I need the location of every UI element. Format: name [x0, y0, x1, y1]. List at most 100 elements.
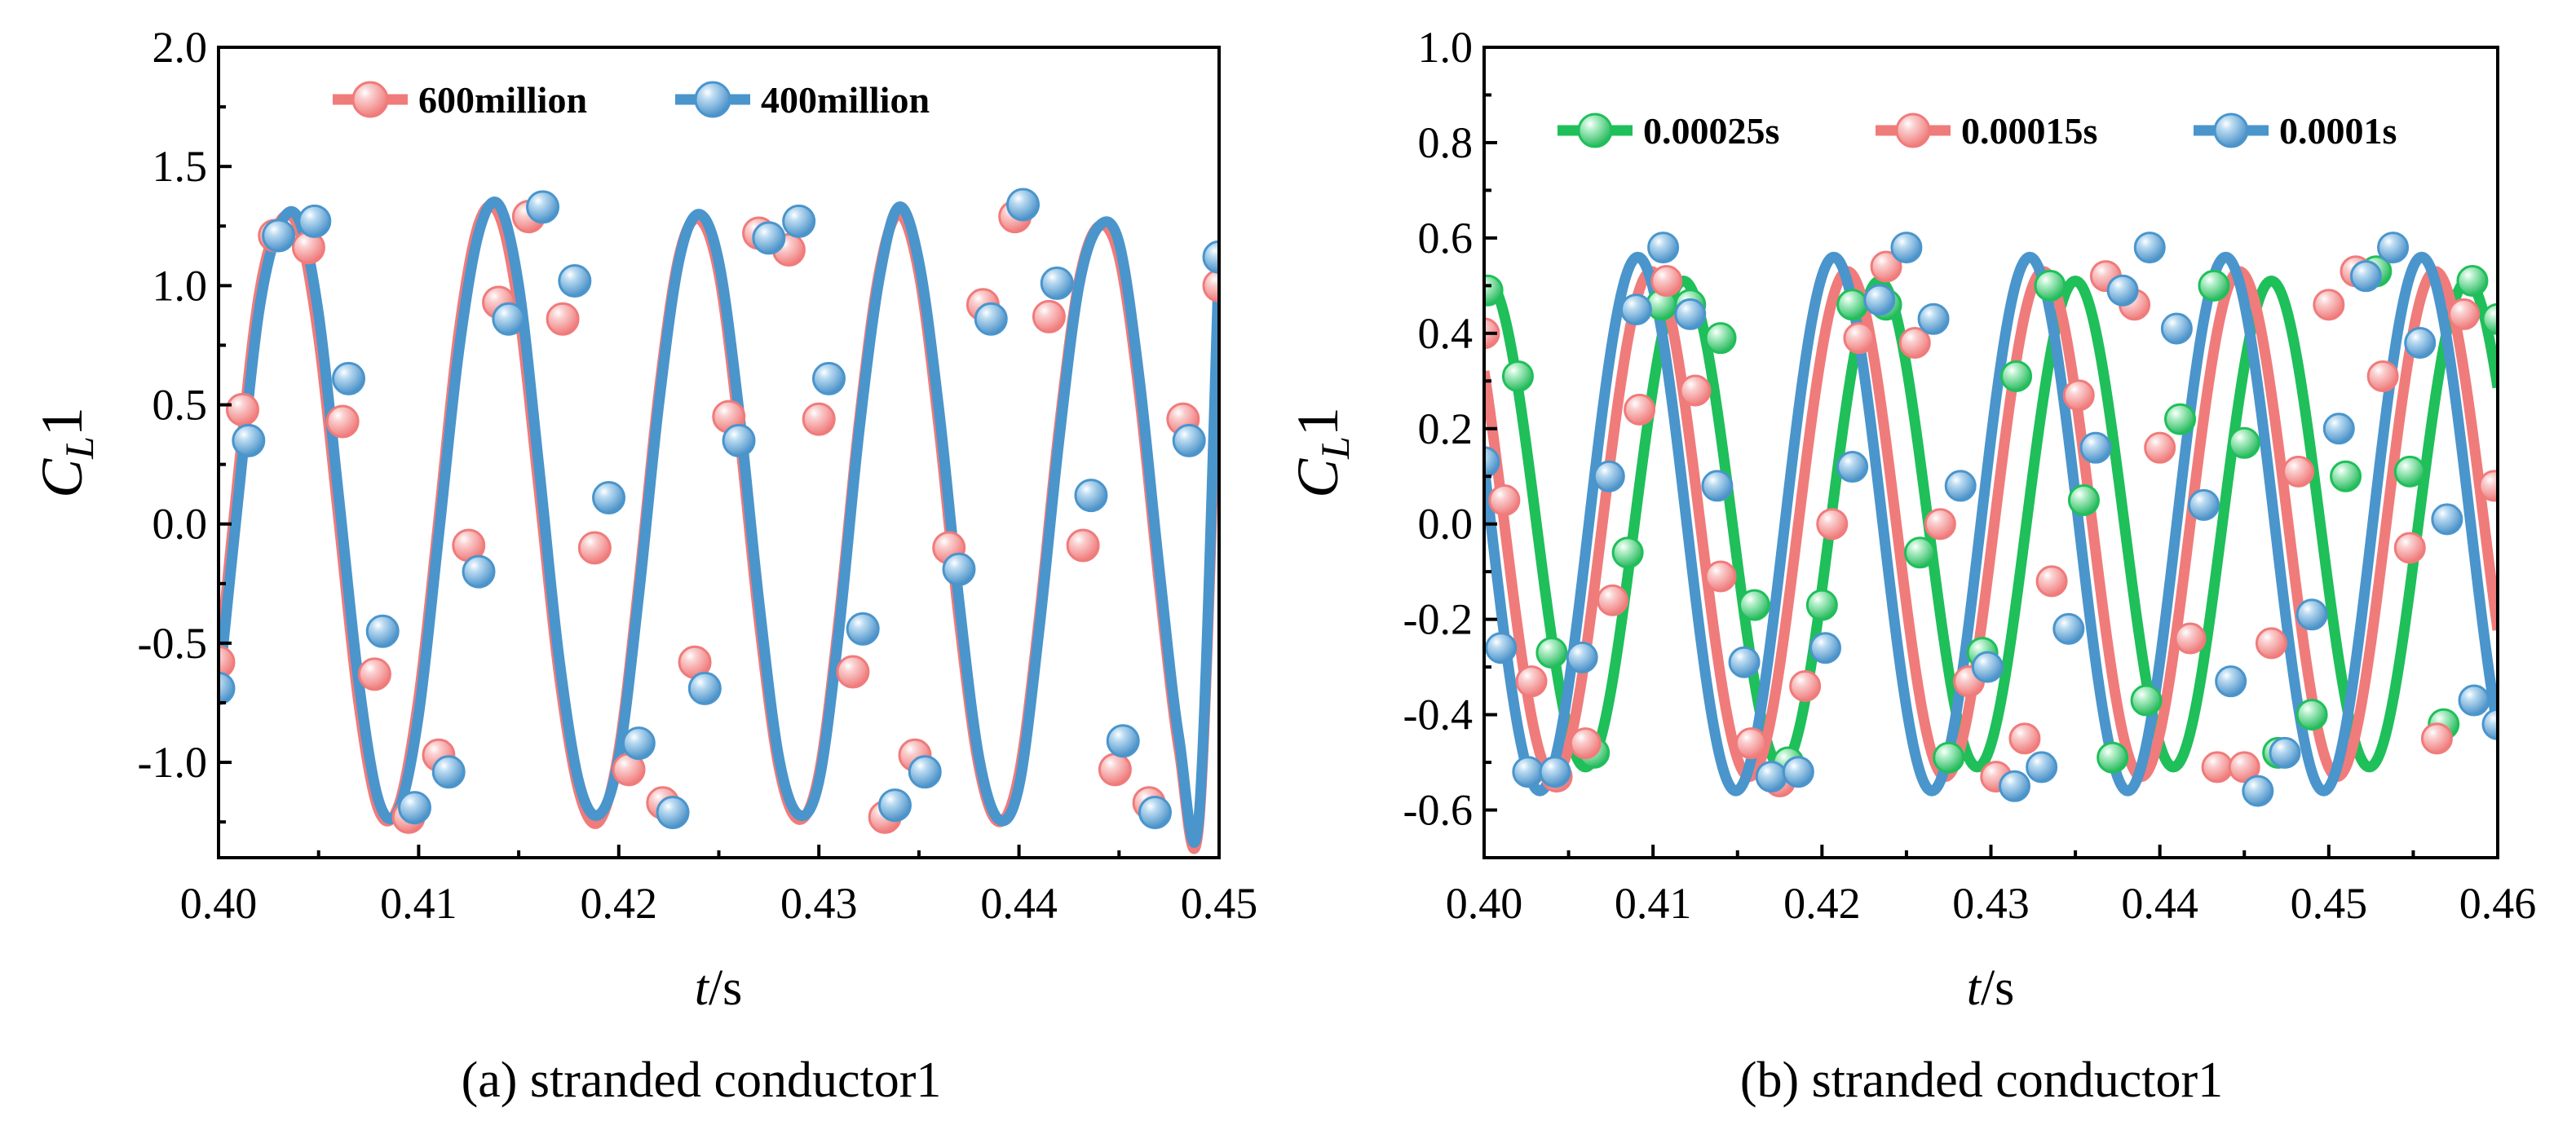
panel-a-series — [219, 188, 1219, 854]
panel-b-series — [1484, 232, 2498, 807]
legend-label-0.00025s: 0.00025s — [1643, 110, 1779, 152]
marker-0.00025s — [1805, 589, 1838, 621]
marker-0.0001s — [1619, 294, 1652, 326]
marker-0.00025s — [1535, 637, 1568, 669]
marker-0.0001s — [2079, 431, 2112, 464]
marker-400million — [1202, 240, 1219, 274]
marker-0.00025s — [1903, 536, 1936, 569]
marker-400million — [558, 264, 592, 298]
marker-400million — [1138, 795, 1172, 829]
x-tick-label: 0.42 — [1783, 879, 1861, 928]
marker-400million — [1172, 423, 1206, 457]
marker-400million — [811, 361, 846, 395]
marker-0.00015s — [2313, 289, 2345, 321]
marker-400million — [492, 302, 526, 336]
marker-400million — [974, 302, 1008, 336]
legend-marker-0.00025s — [1577, 113, 1613, 148]
marker-0.00025s — [2330, 460, 2362, 492]
marker-0.0001s — [2458, 684, 2490, 717]
marker-400million — [219, 671, 236, 705]
y-tick-label: 0.8 — [1418, 118, 1474, 167]
marker-0.0001s — [2431, 503, 2463, 536]
marker-0.00025s — [2198, 269, 2230, 302]
marker-0.00015s — [2366, 360, 2399, 392]
marker-0.0001s — [1647, 232, 1680, 264]
marker-400million — [1074, 479, 1108, 513]
marker-0.00015s — [2282, 455, 2315, 488]
x-tick-label: 0.41 — [380, 879, 457, 928]
marker-0.00025s — [2295, 699, 2328, 731]
marker-0.00015s — [2393, 532, 2426, 564]
y-tick-label: 1.0 — [152, 261, 208, 310]
legend-marker-0.00015s — [1895, 113, 1931, 148]
marker-400million — [722, 423, 756, 457]
marker-0.0001s — [1999, 770, 2031, 802]
y-tick-label: 0.4 — [1418, 309, 1474, 358]
x-tick-label: 0.45 — [2291, 879, 2368, 928]
marker-0.00015s — [1870, 250, 1902, 283]
marker-600million — [357, 657, 391, 691]
y-tick-label: 1.5 — [152, 142, 208, 191]
marker-0.00015s — [2035, 565, 2068, 598]
marker-0.0001s — [1917, 302, 1950, 335]
marker-600million — [546, 302, 580, 336]
marker-0.00015s — [2420, 722, 2453, 755]
marker-400million — [526, 190, 560, 224]
marker-0.0001s — [2481, 708, 2498, 740]
marker-0.0001s — [1971, 651, 2004, 683]
marker-400million — [332, 361, 366, 395]
marker-0.0001s — [1728, 646, 1761, 678]
marker-600million — [836, 655, 870, 689]
marker-400million — [752, 221, 786, 255]
marker-0.00015s — [1650, 265, 1683, 298]
panel-a-legend: 600million 400million — [333, 79, 930, 121]
marker-400million — [942, 552, 976, 586]
marker-0.0001s — [1782, 756, 1814, 788]
marker-0.00015s — [1734, 727, 1767, 760]
marker-0.0001s — [1566, 641, 1598, 673]
marker-0.00025s — [1501, 360, 1534, 392]
y-tick-label: 0.5 — [152, 381, 208, 430]
marker-0.00025s — [1484, 274, 1504, 307]
marker-0.00025s — [2393, 455, 2426, 488]
marker-0.0001s — [1512, 756, 1544, 788]
marker-0.0001s — [2160, 312, 2193, 345]
legend-marker-0.0001s — [2213, 113, 2249, 148]
marker-0.00015s — [1898, 327, 1931, 360]
marker-0.00015s — [2228, 751, 2260, 783]
x-tick-label: 0.43 — [780, 879, 858, 928]
marker-0.00015s — [1596, 584, 1628, 616]
panel-a-ticks: 0.40 0.41 0.42 0.43 0.44 0.45 -1.0 -0.5 0.0 0.5 1.… — [138, 23, 1258, 928]
marker-0.00025s — [2034, 269, 2066, 302]
marker-0.00015s — [1816, 508, 1849, 541]
marker-0.0001s — [2404, 327, 2437, 360]
marker-0.0001s — [2269, 736, 2301, 769]
panel-b-ylabel: CL1 — [1285, 407, 1358, 498]
x-tick-label: 0.40 — [180, 879, 258, 928]
panel-b-xlabel: t/s — [1967, 960, 2015, 1016]
marker-0.00015s — [2255, 627, 2287, 660]
marker-0.00015s — [2174, 622, 2207, 655]
panel-a: 0.40 0.41 0.42 0.43 0.44 0.45 -1.0 -0.5 0.0 0.5 1.… — [29, 23, 1257, 1108]
x-tick-label: 0.41 — [1615, 879, 1692, 928]
y-tick-label: -1.0 — [138, 738, 207, 787]
marker-400million — [262, 218, 296, 253]
marker-0.00015s — [1789, 670, 1822, 703]
marker-400million — [1106, 724, 1140, 758]
y-tick-label: -0.2 — [1403, 595, 1473, 644]
marker-400million — [431, 755, 466, 789]
marker-0.00015s — [1515, 665, 1548, 698]
marker-0.0001s — [1863, 284, 1896, 316]
marker-0.00025s — [2067, 483, 2100, 516]
marker-400million — [592, 481, 626, 515]
marker-0.00025s — [2000, 360, 2033, 392]
marker-0.0001s — [2052, 612, 2085, 645]
marker-600million — [1066, 528, 1100, 563]
marker-600million — [325, 404, 360, 439]
y-tick-label: 0.6 — [1418, 214, 1474, 263]
marker-400million — [656, 795, 690, 829]
marker-0.0001s — [1539, 756, 1571, 788]
x-tick-label: 0.46 — [2459, 879, 2537, 928]
marker-0.00015s — [1704, 560, 1737, 593]
